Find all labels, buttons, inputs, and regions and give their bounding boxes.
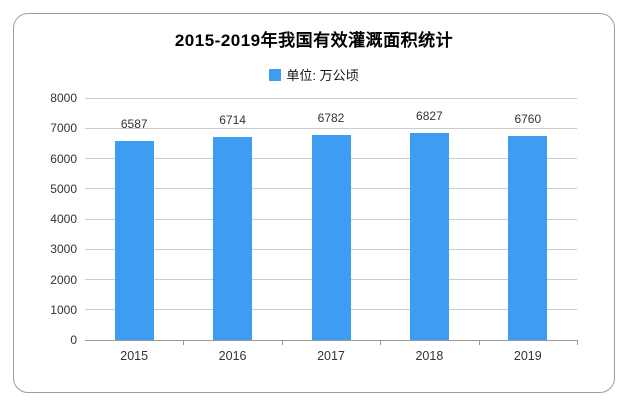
gridline (85, 97, 577, 99)
bar-value-label: 6760 (514, 111, 542, 126)
legend-label: 单位: 万公顷 (286, 68, 359, 83)
x-axis-label: 2019 (513, 349, 542, 363)
y-axis-label: 3000 (50, 242, 77, 257)
x-axis-label: 2016 (218, 349, 247, 363)
x-axis-label: 2017 (317, 349, 345, 363)
x-axis-tick (577, 340, 578, 345)
x-axis-tick (183, 340, 185, 345)
y-axis-label: 5000 (50, 181, 77, 196)
plot-area: 6587 6714 6782 6827 6760 (85, 97, 577, 341)
y-axis-label: 0 (70, 333, 77, 347)
y-axis-label: 4000 (50, 212, 77, 226)
x-axis-label: 2018 (415, 349, 444, 363)
x-axis-label: 2015 (120, 349, 149, 363)
x-axis-tick (380, 340, 382, 345)
y-axis-label: 7000 (50, 121, 77, 136)
y-axis-label: 6000 (50, 151, 77, 166)
bar-2016 (213, 136, 253, 340)
bar-value-label: 6714 (219, 112, 246, 127)
bar-value-label: 6782 (317, 110, 345, 125)
bar-2015 (114, 140, 154, 340)
x-axis-line (85, 339, 577, 341)
chart-legend: 单位: 万公顷 (0, 65, 628, 84)
y-axis-label: 1000 (50, 302, 77, 317)
bar-2019 (508, 135, 548, 340)
gridline (85, 127, 577, 129)
x-axis-tick (281, 340, 283, 345)
y-axis-label: 8000 (50, 91, 77, 105)
bar-2017 (311, 134, 351, 340)
y-axis-label: 2000 (50, 272, 77, 287)
legend-swatch-icon (269, 68, 282, 81)
x-axis-tick (478, 340, 480, 345)
chart-title: 2015-2019年我国有效灌溉面积统计 (174, 31, 454, 50)
bar-2018 (409, 133, 449, 340)
bar-value-label: 6827 (416, 109, 443, 124)
bar-value-label: 6587 (120, 116, 148, 131)
